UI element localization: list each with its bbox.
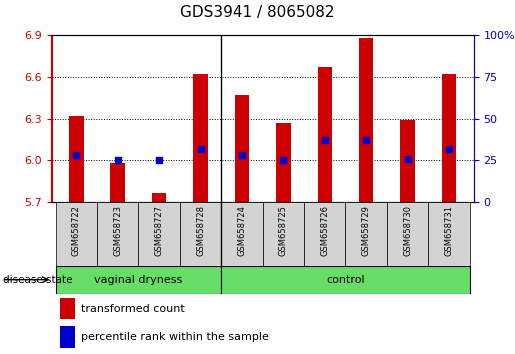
Point <box>279 158 287 163</box>
Point <box>238 152 246 158</box>
Text: GSM658728: GSM658728 <box>196 205 205 256</box>
Bar <box>235 95 249 202</box>
Text: vaginal dryness: vaginal dryness <box>94 275 183 285</box>
Text: GSM658722: GSM658722 <box>72 205 81 256</box>
Text: GSM658729: GSM658729 <box>362 205 371 256</box>
Bar <box>221 266 470 294</box>
Text: GDS3941 / 8065082: GDS3941 / 8065082 <box>180 5 335 20</box>
Bar <box>56 266 221 294</box>
Bar <box>193 74 208 202</box>
Bar <box>111 163 125 202</box>
Bar <box>304 202 346 266</box>
Text: transformed count: transformed count <box>81 303 185 314</box>
Point <box>196 146 204 152</box>
Text: GSM658724: GSM658724 <box>237 205 247 256</box>
Text: GSM658725: GSM658725 <box>279 205 288 256</box>
Bar <box>318 67 332 202</box>
Point <box>321 137 329 143</box>
Bar <box>400 120 415 202</box>
Bar <box>221 202 263 266</box>
Point <box>72 152 80 158</box>
Bar <box>180 202 221 266</box>
Bar <box>359 38 373 202</box>
Text: percentile rank within the sample: percentile rank within the sample <box>81 332 269 342</box>
Bar <box>60 326 75 348</box>
Text: disease state: disease state <box>3 275 72 285</box>
Bar <box>60 298 75 319</box>
Point <box>403 156 411 161</box>
Point <box>445 146 453 152</box>
Text: GSM658730: GSM658730 <box>403 205 412 256</box>
Bar <box>346 202 387 266</box>
Point <box>362 137 370 143</box>
Text: GSM658727: GSM658727 <box>154 205 164 256</box>
Text: GSM658726: GSM658726 <box>320 205 329 256</box>
Bar <box>276 123 290 202</box>
Bar <box>139 202 180 266</box>
Text: GSM658723: GSM658723 <box>113 205 122 256</box>
Point <box>155 158 163 163</box>
Bar <box>442 74 456 202</box>
Bar <box>152 194 166 202</box>
Text: control: control <box>326 275 365 285</box>
Bar <box>387 202 428 266</box>
Bar <box>428 202 470 266</box>
Bar <box>97 202 139 266</box>
Bar <box>263 202 304 266</box>
Bar <box>69 116 83 202</box>
Text: GSM658731: GSM658731 <box>444 205 454 256</box>
Bar <box>56 202 97 266</box>
Point <box>114 158 122 163</box>
